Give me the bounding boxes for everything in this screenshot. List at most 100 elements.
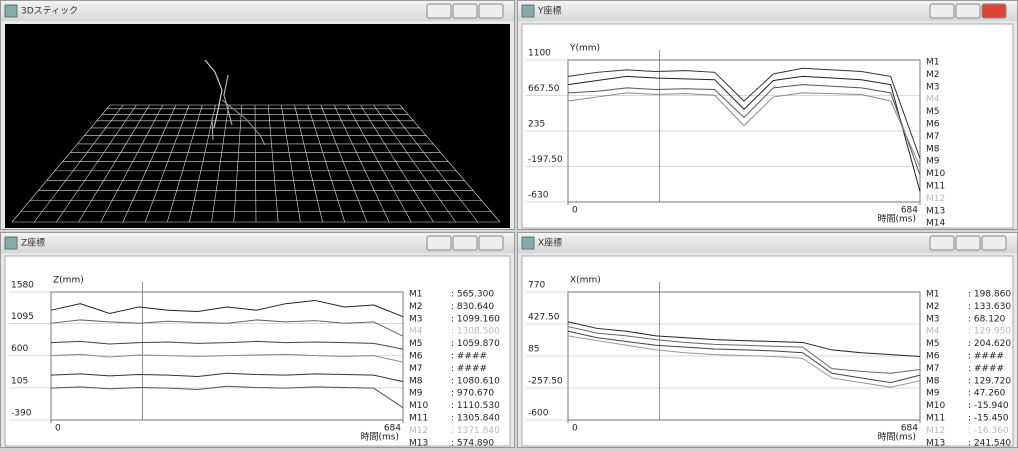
y-tick-label: 235	[528, 120, 545, 130]
x-axis-label: 時間(ms)	[361, 432, 399, 443]
legend-name: M1	[409, 290, 423, 300]
window-icon	[5, 5, 17, 17]
y-tick-label: -390	[11, 409, 32, 419]
y-tick-label: 600	[11, 344, 28, 354]
legend-value: : 68.120	[968, 314, 1006, 324]
legend-name: M11	[409, 414, 428, 424]
legend-name: M11	[926, 414, 945, 424]
y-tick-label: -257.50	[528, 377, 563, 387]
window-max-button[interactable]	[453, 236, 477, 250]
legend-name: M5	[926, 107, 940, 117]
legend-value: : 1059.870	[451, 339, 500, 349]
legend-name: M8	[409, 376, 423, 386]
legend-name: M12	[409, 426, 428, 436]
window-icon	[522, 5, 534, 17]
window-min-button[interactable]	[930, 4, 954, 18]
window-max-button[interactable]	[453, 4, 477, 18]
y-tick-label: 667.50	[528, 84, 560, 94]
y-axis-label: Z(mm)	[53, 276, 84, 286]
legend-name: M10	[926, 169, 945, 179]
legend-name: M11	[926, 182, 945, 192]
legend-value: : -15.940	[968, 401, 1009, 411]
legend-value: : 1099.160	[451, 314, 500, 324]
y-tick-label: 1100	[528, 49, 551, 59]
legend-name: M9	[926, 157, 940, 167]
legend-value: : 129.950	[968, 327, 1011, 337]
legend-name: M12	[926, 194, 945, 204]
legend-name: M3	[409, 314, 423, 324]
legend-value: : 133.630	[968, 302, 1011, 312]
x-tick-label: 0	[572, 424, 578, 434]
legend-name: M8	[926, 144, 940, 154]
y-tick-label: 1095	[11, 312, 34, 322]
legend-name: M6	[926, 352, 940, 362]
legend-value: : -15.450	[968, 414, 1009, 424]
window-min-button[interactable]	[427, 4, 451, 18]
legend-value: : 1308.500	[451, 327, 500, 337]
y-tick-label: -600	[528, 409, 549, 419]
legend-value: : 47.260	[968, 389, 1006, 399]
legend-name: M6	[926, 120, 940, 130]
window-min-button[interactable]	[427, 236, 451, 250]
legend-name: M4	[409, 327, 423, 337]
legend-name: M10	[409, 401, 428, 411]
x-tick-label: 0	[55, 424, 61, 434]
legend-name: M10	[926, 401, 945, 411]
y-tick-label: 85	[528, 345, 539, 355]
window-title: X座標	[538, 237, 562, 249]
legend-value: : 198.860	[968, 290, 1011, 300]
legend-value: : ####	[451, 364, 487, 374]
legend-value: : 1110.530	[451, 401, 500, 411]
window-title: Y座標	[537, 5, 562, 17]
legend-name: M5	[926, 339, 940, 349]
x-tick-label: 0	[572, 206, 578, 216]
legend-name: M12	[926, 426, 945, 436]
legend-name: M2	[409, 302, 423, 312]
legend-value: : 574.890	[451, 438, 494, 448]
legend-value: : 129.720	[968, 376, 1011, 386]
legend-value: : ####	[451, 352, 487, 362]
y-tick-label: 427.50	[528, 313, 560, 323]
legend-value: : -16.360	[968, 426, 1009, 436]
legend-value: : 241.540	[968, 438, 1011, 448]
window-max-button[interactable]	[956, 4, 980, 18]
window-close-button[interactable]	[982, 4, 1006, 18]
legend-value: : 970.670	[451, 389, 494, 399]
y-tick-label: -197.50	[528, 155, 563, 165]
window-max-button[interactable]	[956, 236, 980, 250]
legend-name: M13	[926, 438, 945, 448]
window-icon	[5, 237, 17, 249]
legend-value: : 565.300	[451, 290, 494, 300]
legend-value: : 204.620	[968, 339, 1011, 349]
legend-name: M13	[926, 206, 945, 216]
legend-name: M2	[926, 70, 940, 80]
legend-name: M3	[926, 82, 940, 92]
window-close-button[interactable]	[479, 4, 503, 18]
y-tick-label: 105	[11, 376, 28, 386]
y-tick-label: 770	[528, 281, 545, 291]
legend-name: M4	[926, 95, 940, 105]
window-min-button[interactable]	[930, 236, 954, 250]
legend-name: M1	[926, 58, 940, 68]
legend-name: M3	[926, 314, 940, 324]
x-axis-label: 時間(ms)	[878, 432, 916, 443]
y-tick-label: 1580	[11, 281, 34, 291]
legend-name: M9	[926, 389, 940, 399]
legend-name: M7	[926, 132, 940, 142]
window-close-button[interactable]	[982, 236, 1006, 250]
legend-value: : 830.640	[451, 302, 494, 312]
y-axis-label: X(mm)	[570, 276, 601, 286]
legend-value: : 1371.840	[451, 426, 500, 436]
legend-value: : ####	[968, 364, 1004, 374]
legend-value: : 1305.840	[451, 414, 500, 424]
legend-name: M14	[926, 219, 945, 229]
legend-name: M5	[409, 339, 423, 349]
legend-name: M7	[409, 364, 423, 374]
window-icon	[522, 237, 534, 249]
legend-name: M9	[409, 389, 423, 399]
screen: 3DスティックY座標Y(mm)-630-197.50235667.5011000…	[0, 0, 1018, 448]
legend-value: : 1080.610	[451, 376, 500, 386]
window-close-button[interactable]	[479, 236, 503, 250]
legend-name: M13	[409, 438, 428, 448]
y-axis-label: Y(mm)	[569, 44, 600, 54]
